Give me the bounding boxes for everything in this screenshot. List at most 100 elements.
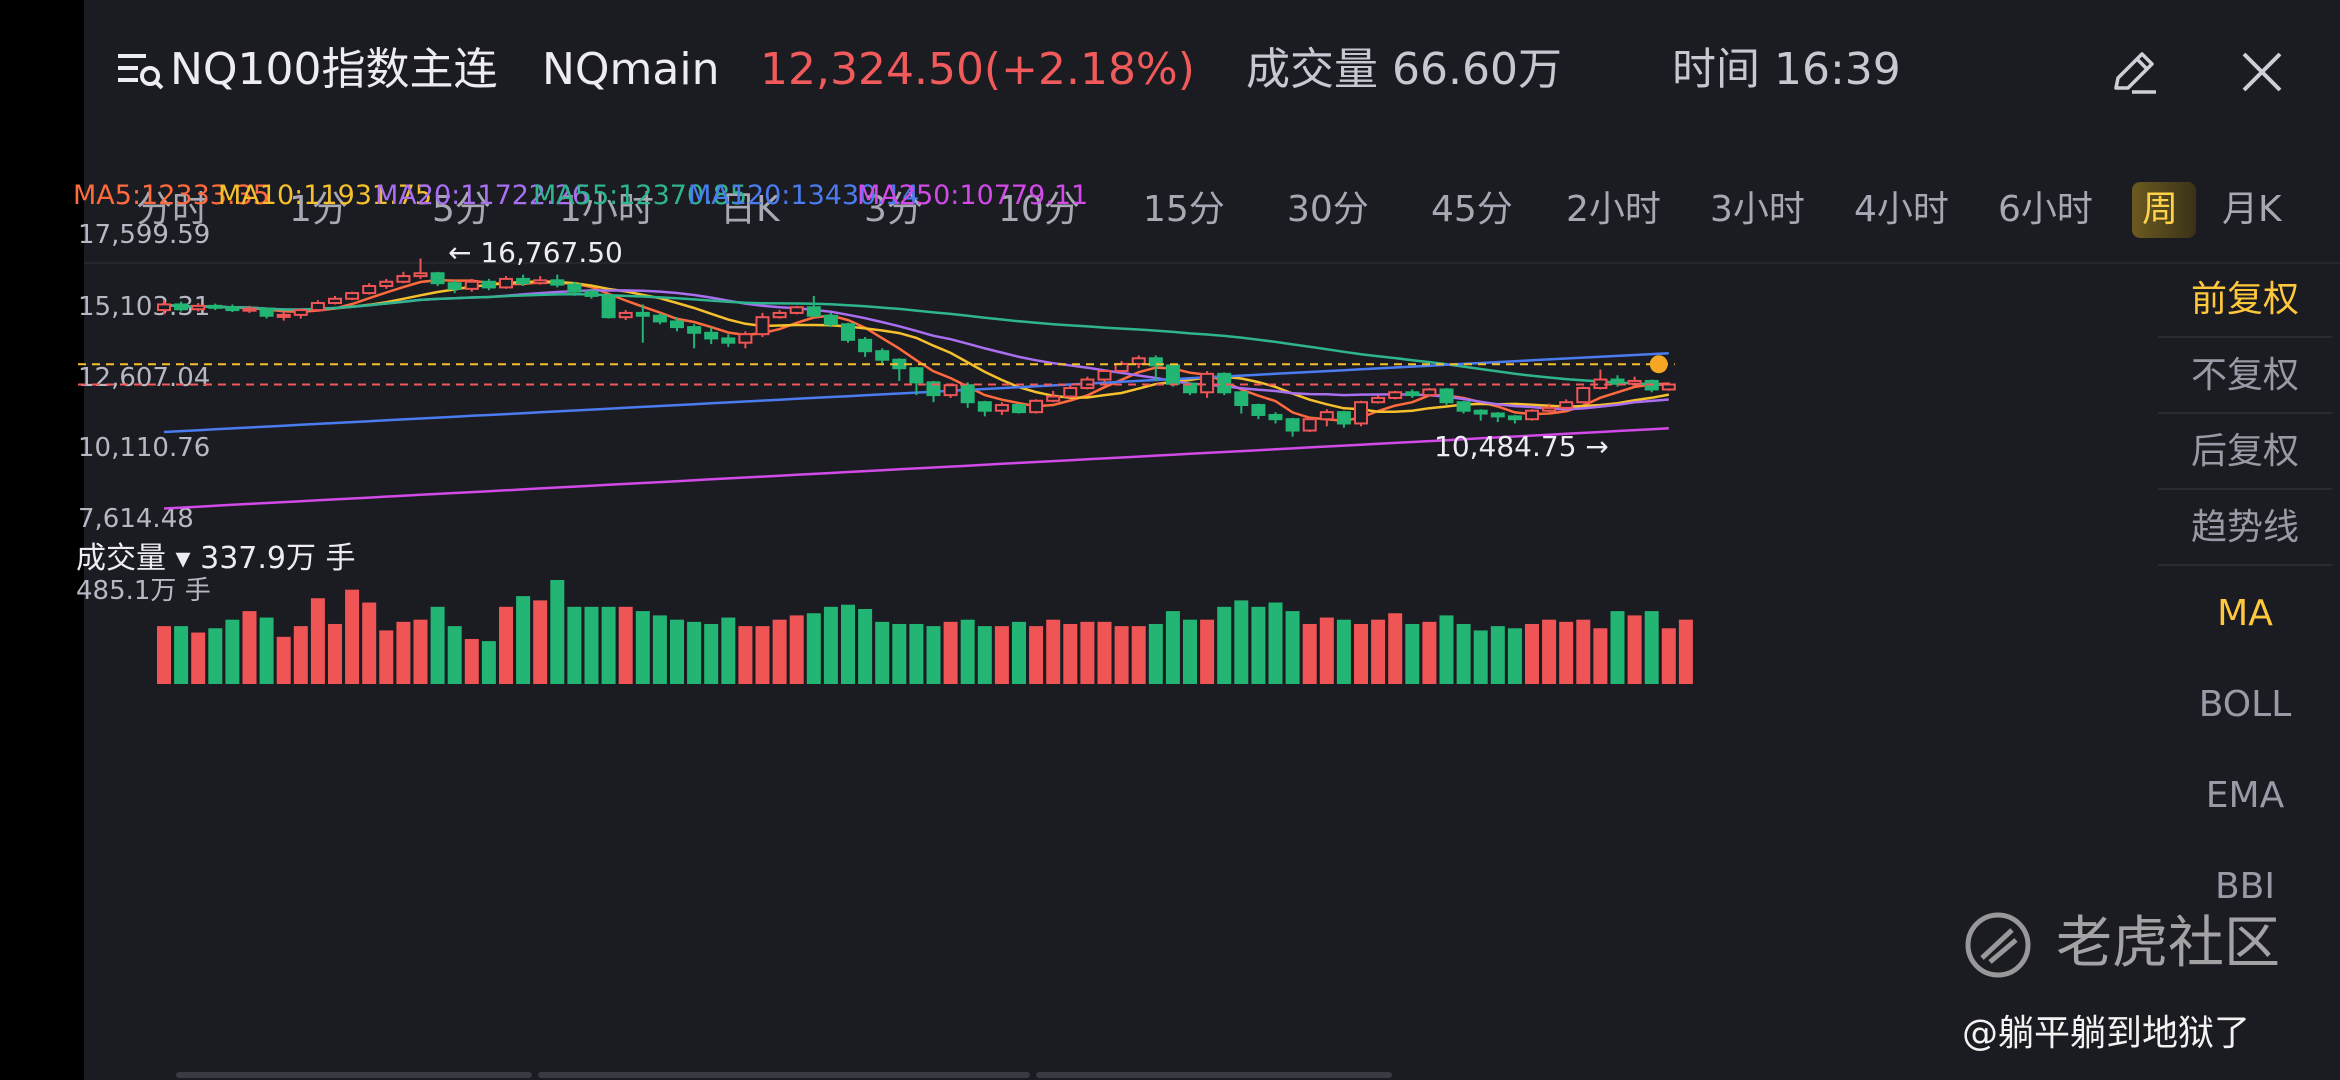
tab-monthly-k[interactable]: 月K <box>2222 189 2282 230</box>
instrument-title[interactable]: NQ100指数主连 <box>170 44 498 95</box>
volume-bar <box>926 626 941 684</box>
candle-body <box>1405 391 1420 397</box>
tab-fenshi[interactable]: 分时 <box>136 189 209 230</box>
volume-bar <box>1405 623 1420 684</box>
volume-bar <box>584 606 599 684</box>
candle-body <box>1576 387 1591 404</box>
tab-15min[interactable]: 15分 <box>1143 189 1225 230</box>
ma10-line <box>163 280 1670 413</box>
candle-body <box>1097 370 1112 381</box>
volume-bar <box>1542 619 1557 684</box>
candle-body <box>1525 409 1539 421</box>
volume-bar <box>1217 606 1232 684</box>
volume-bar <box>1251 606 1266 684</box>
tab-2hour[interactable]: 2小时 <box>1566 189 1661 230</box>
close-icon[interactable] <box>2236 46 2288 98</box>
volume-bar <box>1576 619 1591 684</box>
volume-bar <box>1627 615 1642 684</box>
volume-bar <box>841 604 855 684</box>
candle-body <box>208 304 223 309</box>
volume-bar <box>1029 626 1044 684</box>
ma-legend-item: MA55:12370.85 <box>533 180 747 211</box>
volume-bar <box>430 606 445 684</box>
volume-bar <box>1234 600 1249 684</box>
volume-bar <box>362 602 377 684</box>
tab-10min[interactable]: 10分 <box>998 189 1080 230</box>
candle-body <box>994 404 1009 412</box>
volume-bar <box>1080 621 1095 684</box>
option-forward-adjusted[interactable]: 前复权 <box>2190 279 2299 320</box>
ma5-line <box>163 278 1669 423</box>
indicator-bbi[interactable]: BBI <box>2214 866 2275 907</box>
scroll-segment[interactable] <box>538 1072 1030 1078</box>
tab-30min[interactable]: 30分 <box>1287 189 1369 230</box>
candle-body <box>755 316 770 336</box>
volume-bar <box>1422 621 1437 684</box>
candle-body <box>1251 404 1266 416</box>
volume-bar <box>481 641 496 684</box>
scroll-segment[interactable] <box>1036 1072 1392 1078</box>
tab-3min[interactable]: 3分 <box>864 189 923 230</box>
ma-legend-item: MA5:12333.35 <box>73 180 270 211</box>
bottom-scrollbar[interactable] <box>0 1070 2256 1080</box>
option-backward-adjusted[interactable]: 后复权 <box>2190 431 2299 472</box>
candle-body <box>721 337 736 344</box>
candle-body <box>977 401 992 412</box>
candle-body <box>430 272 445 285</box>
candle-body <box>687 326 702 334</box>
volume-bar <box>960 619 975 684</box>
volume-bar <box>687 621 702 684</box>
volume-bar <box>858 608 873 684</box>
volume-bar <box>396 621 411 684</box>
tab-6hour[interactable]: 6小时 <box>1998 189 2093 230</box>
volume-bar <box>447 626 462 684</box>
volume-bar <box>464 638 479 684</box>
tab-4hour[interactable]: 4小时 <box>1854 189 1949 230</box>
tab-daily-k[interactable]: 日K <box>720 189 780 230</box>
indicator-boll[interactable]: BOLL <box>2198 684 2292 725</box>
indicator-ema[interactable]: EMA <box>2205 775 2285 816</box>
candle-body <box>1131 357 1146 365</box>
candle-body <box>1046 395 1061 402</box>
volume-bar <box>652 615 667 684</box>
volume-bar <box>789 615 804 684</box>
candle-body <box>1063 387 1078 398</box>
scroll-segment[interactable] <box>176 1072 532 1078</box>
volume-bar <box>1148 623 1163 684</box>
tabs-divider <box>84 262 2340 264</box>
kline-chart[interactable]: MA5:12333.35MA10:11931.75MA20:11722.26MA… <box>73 180 2144 1080</box>
option-unadjusted[interactable]: 不复权 <box>2190 355 2299 396</box>
volume-bar <box>225 619 240 684</box>
edit-pencil-icon[interactable] <box>2106 44 2162 100</box>
divider <box>2158 412 2332 414</box>
tab-5min[interactable]: 5分 <box>432 189 491 230</box>
volume-bar <box>1336 619 1351 684</box>
candle-body <box>1234 391 1249 407</box>
volume-bar <box>1114 626 1129 684</box>
tab-3hour[interactable]: 3小时 <box>1710 189 1805 230</box>
volume-bar <box>1285 611 1300 684</box>
menu-search-icon[interactable] <box>116 48 164 92</box>
candle-body <box>1507 415 1522 421</box>
candle-body <box>1559 401 1574 409</box>
candle-body <box>157 303 171 312</box>
tab-1hour[interactable]: 1小时 <box>559 189 654 230</box>
volume-bar <box>567 606 582 684</box>
candle-body <box>1354 401 1368 425</box>
candle-body <box>858 338 873 353</box>
volume-bar <box>1559 621 1574 684</box>
volume-bar <box>413 619 428 684</box>
option-trendline[interactable]: 趋势线 <box>2190 507 2299 548</box>
candle-body <box>584 290 599 297</box>
candle-body <box>670 320 684 329</box>
candle-body <box>635 311 650 317</box>
ma55-line <box>163 293 1669 387</box>
candle-body <box>1148 357 1163 367</box>
tab-1min[interactable]: 1分 <box>289 189 348 230</box>
tab-45min[interactable]: 45分 <box>1431 189 1513 230</box>
tab-weekly[interactable]: 周 <box>2132 182 2196 238</box>
candle-body <box>328 297 342 305</box>
volume-bar <box>1354 623 1368 684</box>
indicator-ma[interactable]: MA <box>2217 593 2273 634</box>
trendline-handle <box>1649 355 1668 374</box>
